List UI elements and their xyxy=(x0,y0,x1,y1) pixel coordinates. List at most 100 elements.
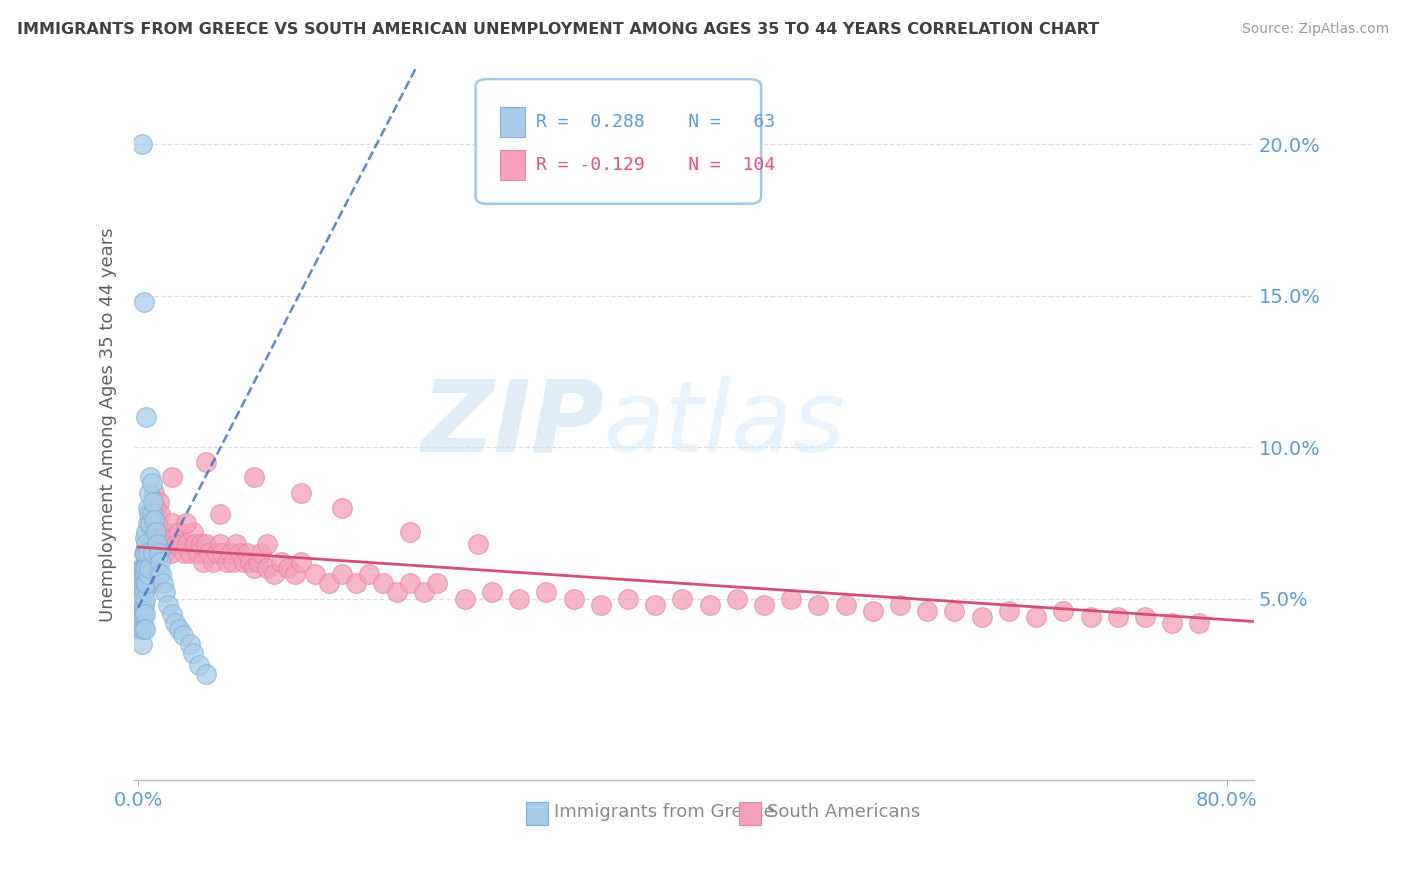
Point xyxy=(141,576,163,591)
Point xyxy=(426,576,449,591)
Point xyxy=(131,637,153,651)
Point xyxy=(149,555,172,569)
Point xyxy=(752,598,775,612)
Point xyxy=(617,591,640,606)
Point xyxy=(134,607,156,621)
Point xyxy=(167,622,190,636)
Point xyxy=(134,622,156,636)
Point xyxy=(181,524,204,539)
Point xyxy=(256,561,278,575)
Point xyxy=(155,585,177,599)
Point xyxy=(152,537,174,551)
Point xyxy=(131,561,153,575)
Point xyxy=(132,576,155,591)
Point xyxy=(233,555,256,569)
Text: ZIP: ZIP xyxy=(422,376,605,473)
Point xyxy=(135,576,157,591)
Point xyxy=(344,576,367,591)
Point xyxy=(138,507,160,521)
Point xyxy=(1161,615,1184,630)
Point xyxy=(136,567,159,582)
Point xyxy=(132,585,155,599)
Point xyxy=(134,561,156,575)
Point xyxy=(134,591,156,606)
Point xyxy=(152,576,174,591)
Point xyxy=(399,524,422,539)
Point xyxy=(193,555,215,569)
Text: South Americans: South Americans xyxy=(766,803,920,822)
FancyBboxPatch shape xyxy=(475,79,761,203)
Point xyxy=(131,137,153,152)
Point xyxy=(562,591,585,606)
Text: IMMIGRANTS FROM GREECE VS SOUTH AMERICAN UNEMPLOYMENT AMONG AGES 35 TO 44 YEARS : IMMIGRANTS FROM GREECE VS SOUTH AMERICAN… xyxy=(17,22,1099,37)
Text: R = -0.129    N =  104: R = -0.129 N = 104 xyxy=(536,156,775,174)
Point xyxy=(1052,604,1074,618)
Text: Source: ZipAtlas.com: Source: ZipAtlas.com xyxy=(1241,22,1389,37)
Text: Immigrants from Greece: Immigrants from Greece xyxy=(554,803,775,822)
Point xyxy=(143,513,166,527)
Y-axis label: Unemployment Among Ages 35 to 44 years: Unemployment Among Ages 35 to 44 years xyxy=(100,227,117,622)
Point xyxy=(134,567,156,582)
Point xyxy=(184,537,207,551)
Point xyxy=(173,546,195,560)
Point xyxy=(1133,609,1156,624)
Point xyxy=(671,591,693,606)
Point xyxy=(135,524,157,539)
Point xyxy=(174,516,197,530)
Point xyxy=(143,485,166,500)
Point xyxy=(644,598,666,612)
Point xyxy=(205,546,228,560)
Point xyxy=(142,524,165,539)
Point xyxy=(195,537,218,551)
Point xyxy=(132,561,155,575)
Point xyxy=(135,409,157,424)
Point xyxy=(239,555,262,569)
Point xyxy=(146,516,169,530)
Point xyxy=(150,531,173,545)
Point xyxy=(136,500,159,515)
Point xyxy=(508,591,530,606)
Point xyxy=(277,561,299,575)
Point xyxy=(153,546,176,560)
Point xyxy=(467,537,489,551)
Point xyxy=(780,591,803,606)
Point xyxy=(359,567,381,582)
Point xyxy=(263,567,285,582)
Point xyxy=(136,516,159,530)
Point xyxy=(172,628,194,642)
Point xyxy=(139,546,162,560)
Point xyxy=(725,591,748,606)
Point xyxy=(131,607,153,621)
Point xyxy=(399,576,422,591)
Point xyxy=(385,585,408,599)
Point xyxy=(132,294,155,309)
Point xyxy=(242,561,264,575)
Point xyxy=(129,607,152,621)
Point xyxy=(157,598,180,612)
Point xyxy=(138,537,160,551)
Point xyxy=(236,546,259,560)
Point xyxy=(132,546,155,560)
Point xyxy=(862,604,884,618)
Point xyxy=(211,546,233,560)
Point xyxy=(249,546,271,560)
Point xyxy=(148,567,170,582)
Point xyxy=(134,531,156,545)
Point xyxy=(998,604,1021,618)
Point xyxy=(132,607,155,621)
Point xyxy=(142,546,165,560)
Point xyxy=(135,561,157,575)
Point xyxy=(195,455,218,469)
Point xyxy=(136,546,159,560)
Text: R =  0.288    N =   63: R = 0.288 N = 63 xyxy=(536,113,775,131)
Point xyxy=(330,500,353,515)
Point xyxy=(943,604,966,618)
Point xyxy=(222,555,245,569)
Point xyxy=(179,637,201,651)
Point xyxy=(481,585,503,599)
Point xyxy=(136,561,159,575)
Point xyxy=(131,622,153,636)
Point xyxy=(195,667,218,681)
Point xyxy=(134,546,156,560)
Point xyxy=(135,555,157,569)
